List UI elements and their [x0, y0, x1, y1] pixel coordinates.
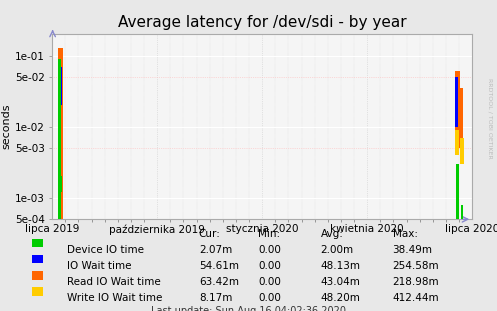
Text: 0.00: 0.00 — [258, 245, 281, 255]
Text: IO Wait time: IO Wait time — [67, 261, 132, 271]
Text: 48.13m: 48.13m — [321, 261, 360, 271]
Text: 38.49m: 38.49m — [393, 245, 432, 255]
Text: 63.42m: 63.42m — [199, 277, 239, 287]
Text: Max:: Max: — [393, 229, 417, 239]
Text: 218.98m: 218.98m — [393, 277, 439, 287]
Text: 0.00: 0.00 — [258, 277, 281, 287]
Text: 0.00: 0.00 — [258, 293, 281, 303]
Text: Min:: Min: — [258, 229, 281, 239]
Text: 2.07m: 2.07m — [199, 245, 232, 255]
Y-axis label: seconds: seconds — [2, 104, 12, 150]
Text: 48.20m: 48.20m — [321, 293, 360, 303]
Text: 412.44m: 412.44m — [393, 293, 439, 303]
Text: Cur:: Cur: — [199, 229, 221, 239]
Text: 43.04m: 43.04m — [321, 277, 360, 287]
Text: 0.00: 0.00 — [258, 261, 281, 271]
Text: 254.58m: 254.58m — [393, 261, 439, 271]
Text: Write IO Wait time: Write IO Wait time — [67, 293, 163, 303]
Text: RRDTOOL / TOBI OETIKER: RRDTOOL / TOBI OETIKER — [487, 78, 492, 159]
Text: Read IO Wait time: Read IO Wait time — [67, 277, 161, 287]
Title: Average latency for /dev/sdi - by year: Average latency for /dev/sdi - by year — [118, 15, 407, 30]
Text: 2.00m: 2.00m — [321, 245, 354, 255]
Text: Last update: Sun Aug 16 04:02:36 2020: Last update: Sun Aug 16 04:02:36 2020 — [151, 306, 346, 311]
Text: Avg:: Avg: — [321, 229, 343, 239]
Text: Device IO time: Device IO time — [67, 245, 144, 255]
Text: 54.61m: 54.61m — [199, 261, 239, 271]
Text: 8.17m: 8.17m — [199, 293, 232, 303]
